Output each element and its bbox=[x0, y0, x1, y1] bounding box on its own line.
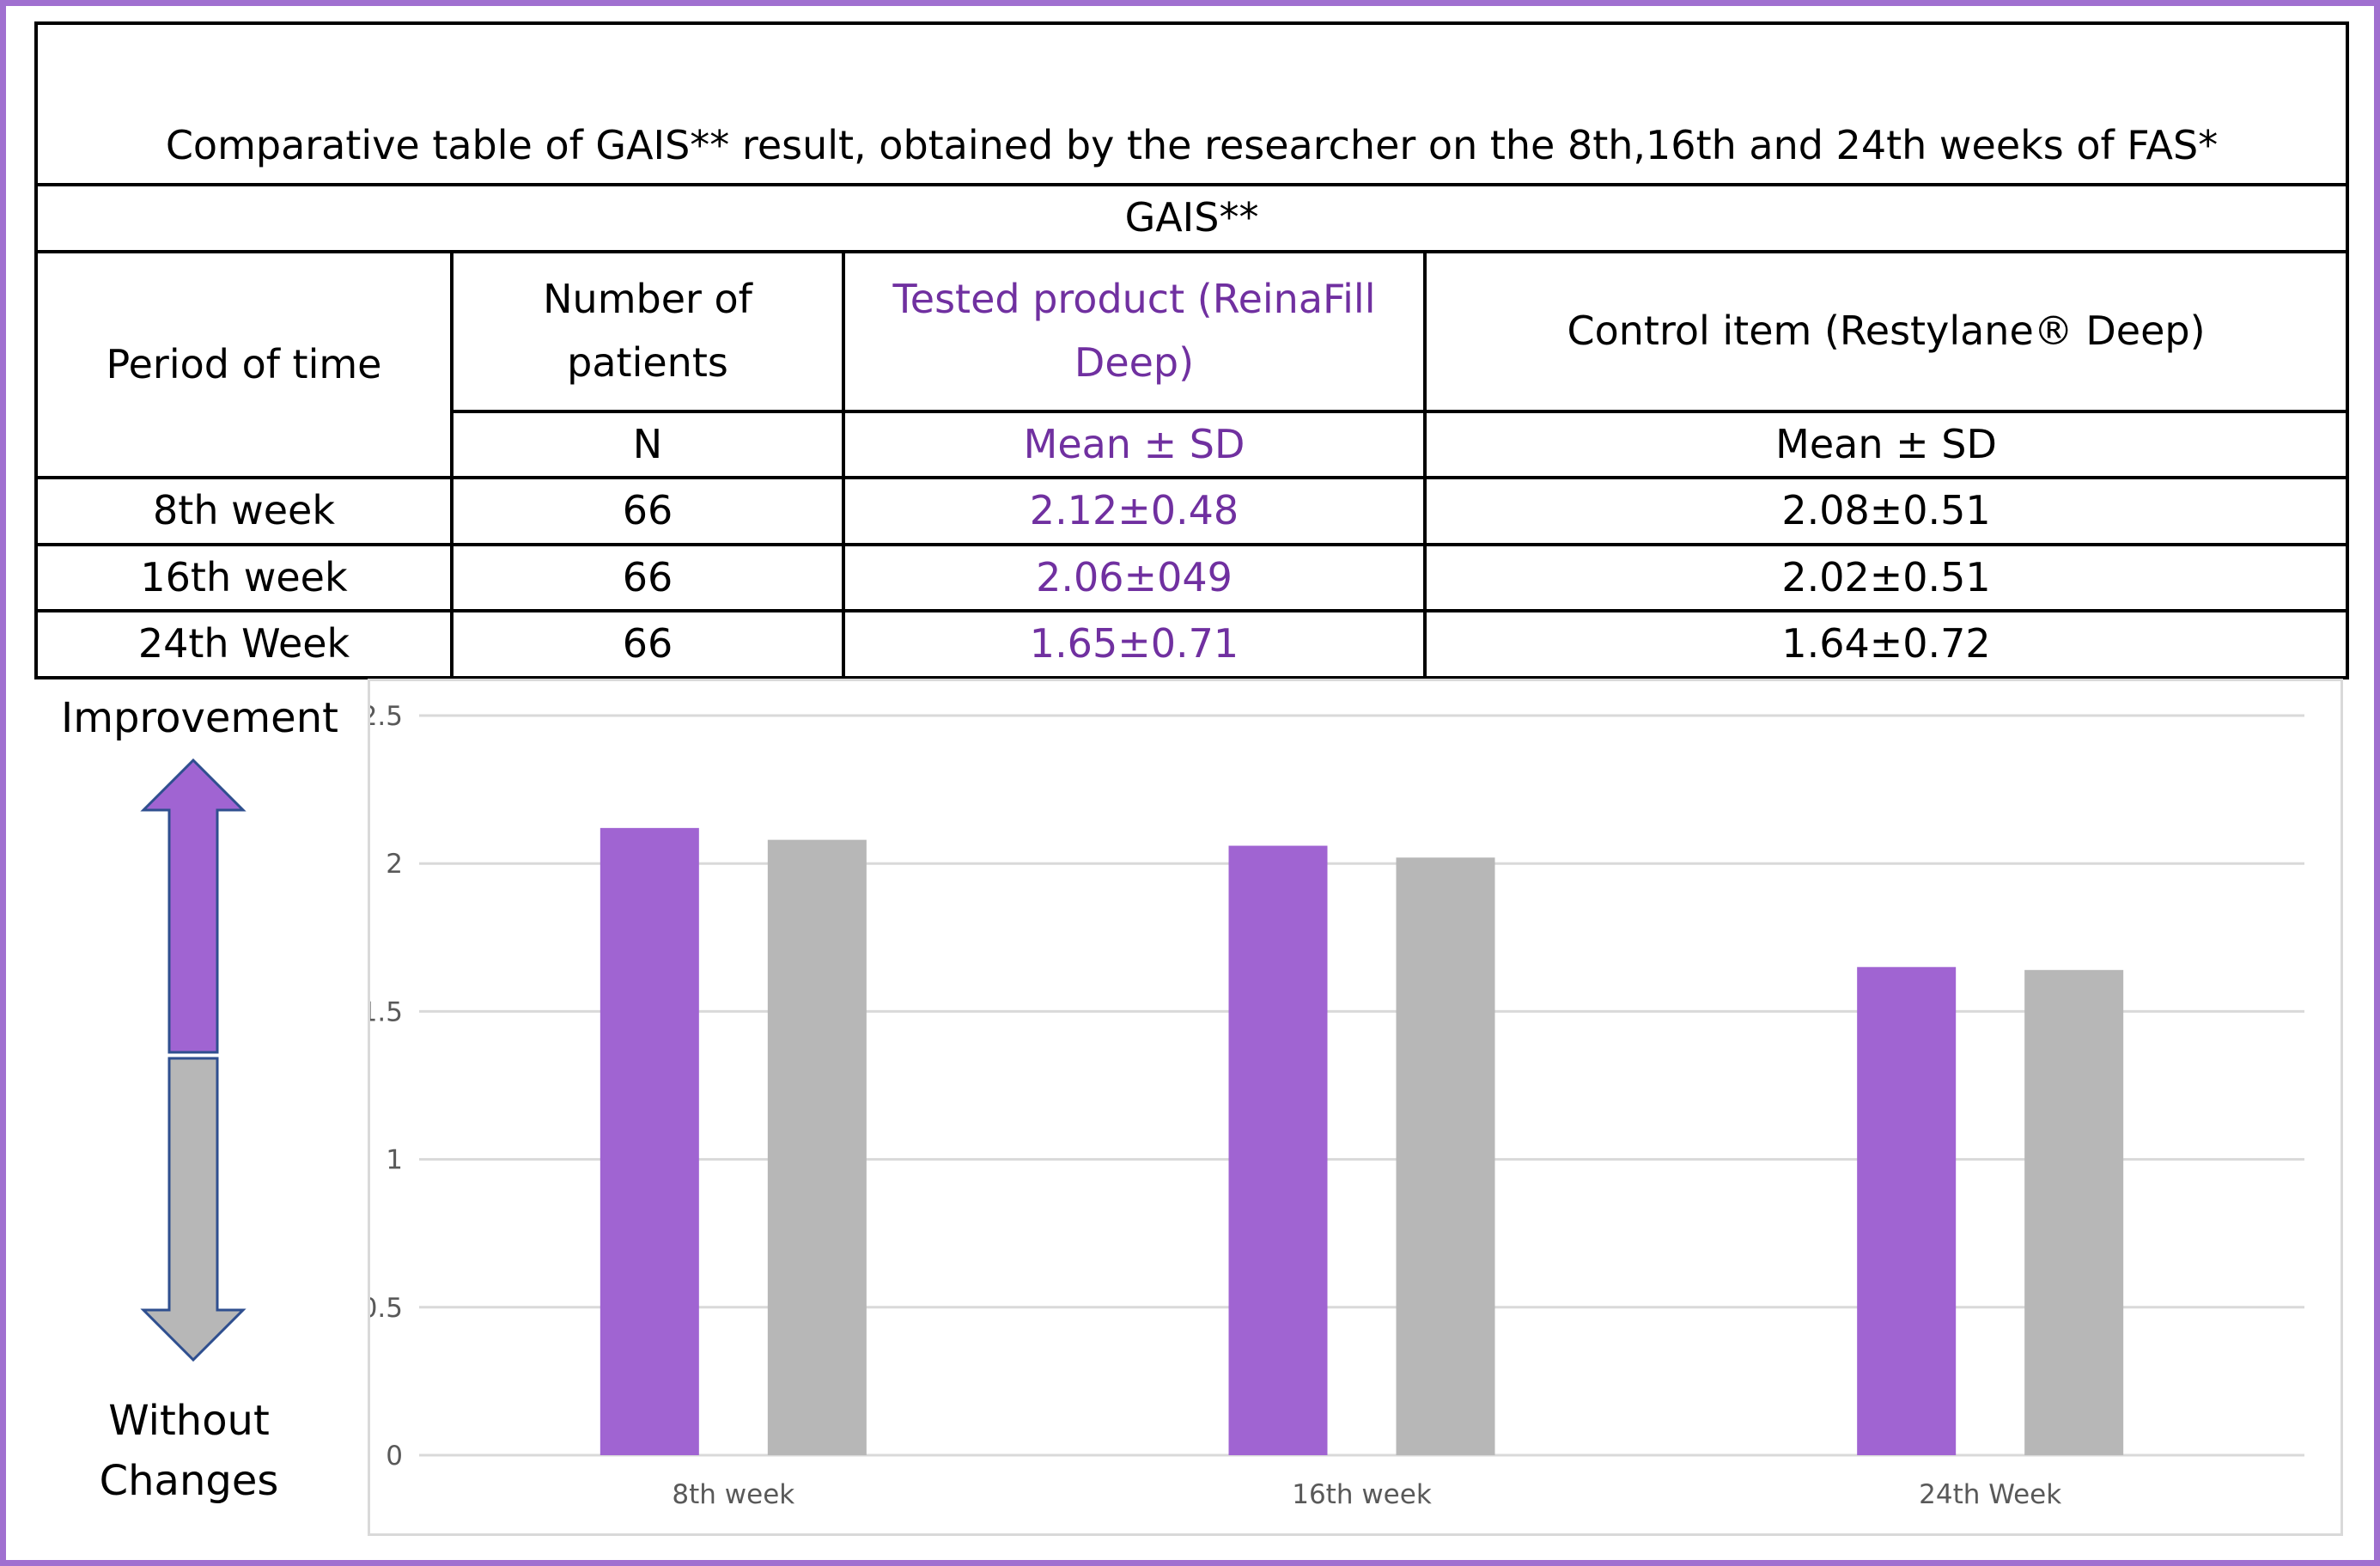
cell-tested: 2.12±0.48 bbox=[842, 476, 1427, 546]
subheader-tested: Mean ± SD bbox=[842, 409, 1427, 480]
gais-bar-chart: 0 0.5 1 1.5 2 2.5 8th week 16th week 24th Week bbox=[368, 679, 2343, 1536]
y-tick-label: 2.5 bbox=[370, 701, 403, 732]
y-tick-label: 1.5 bbox=[370, 996, 403, 1027]
header-patients: Number of patients bbox=[450, 249, 845, 413]
header-control: Control item (Restylane® Deep) bbox=[1422, 249, 2350, 413]
cell-tested: 2.06±049 bbox=[842, 542, 1427, 613]
down-arrow-icon bbox=[140, 1057, 247, 1362]
table-row: 24th Week 66 1.65±0.71 1.64±0.72 bbox=[34, 609, 2350, 679]
bar bbox=[767, 839, 867, 1455]
cell-control: 2.02±0.51 bbox=[1422, 542, 2350, 613]
bar bbox=[2024, 970, 2124, 1455]
without-changes-label: Without Changes bbox=[34, 1392, 344, 1511]
improvement-arrow bbox=[140, 758, 247, 1362]
x-tick-label: 16th week bbox=[1292, 1479, 1432, 1510]
x-tick-label: 8th week bbox=[672, 1479, 794, 1510]
cell-tested: 1.65±0.71 bbox=[842, 609, 1427, 679]
chart-canvas: 0 0.5 1 1.5 2 2.5 8th week 16th week 24th Week bbox=[370, 701, 2304, 1510]
y-tick-label: 1 bbox=[386, 1145, 403, 1176]
improvement-label: Improvement bbox=[61, 694, 338, 742]
table-subtitle: GAIS** bbox=[33, 183, 2350, 253]
bar bbox=[1228, 845, 1328, 1455]
subheader-control: Mean ± SD bbox=[1422, 409, 2350, 480]
bar bbox=[1857, 966, 1957, 1455]
cell-n: 66 bbox=[450, 609, 845, 679]
gais-table: Comparative table of GAIS** result, obta… bbox=[33, 21, 2350, 679]
without-changes-line2: Changes bbox=[99, 1456, 279, 1505]
table-title: Comparative table of GAIS** result, obta… bbox=[33, 21, 2350, 186]
y-tick-label: 2 bbox=[386, 849, 403, 880]
without-changes-line1: Without bbox=[108, 1397, 270, 1445]
table-row: 8th week 66 2.12±0.48 2.08±0.51 bbox=[34, 476, 2350, 546]
cell-period: 16th week bbox=[34, 542, 453, 613]
subheader-n: N bbox=[450, 409, 845, 480]
up-arrow-icon bbox=[140, 758, 247, 1054]
cell-period: 8th week bbox=[34, 476, 453, 546]
x-tick-label: 24th Week bbox=[1919, 1479, 2061, 1510]
cell-period: 24th Week bbox=[34, 609, 453, 679]
y-tick-label: 0 bbox=[386, 1441, 403, 1472]
cell-n: 66 bbox=[450, 542, 845, 613]
cell-control: 2.08±0.51 bbox=[1422, 476, 2350, 546]
header-period: Period of time bbox=[34, 249, 453, 480]
cell-control: 1.64±0.72 bbox=[1422, 609, 2350, 679]
bar bbox=[1396, 857, 1495, 1455]
header-tested: Tested product (ReinaFill Deep) bbox=[842, 249, 1427, 413]
bar bbox=[600, 827, 699, 1455]
y-tick-label: 0.5 bbox=[370, 1293, 403, 1324]
cell-n: 66 bbox=[450, 476, 845, 546]
table-row: 16th week 66 2.06±049 2.02±0.51 bbox=[34, 542, 2350, 613]
